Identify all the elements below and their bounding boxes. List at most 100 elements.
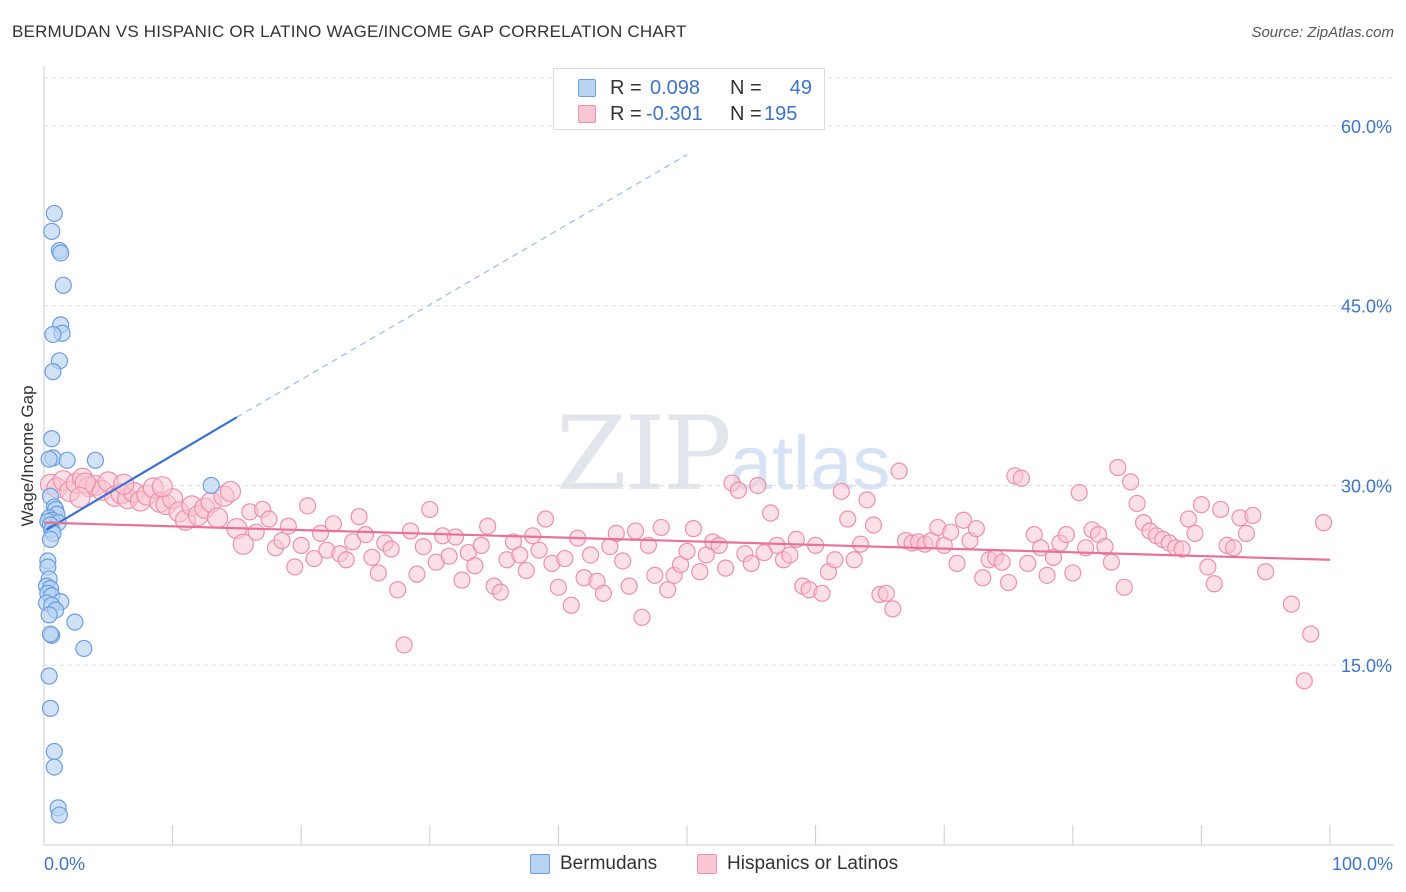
bermudan-point [66, 613, 84, 631]
hispanic-point [1115, 578, 1133, 596]
hispanic-point [207, 507, 229, 529]
hispanic-point [1173, 540, 1191, 558]
hispanic-point [974, 569, 992, 587]
hispanic-point [781, 546, 799, 564]
hispanic-point [1237, 524, 1256, 543]
hispanic-point [350, 508, 368, 526]
source-credit: Source: ZipAtlas.com [1251, 24, 1394, 41]
bermudan-point [50, 806, 69, 824]
hispanic-point [581, 546, 600, 564]
hispanic-point [877, 584, 895, 602]
hispanic-point [382, 540, 400, 558]
hispanic-point [389, 581, 407, 599]
bermudan-point [54, 276, 72, 294]
hispanic-point [942, 523, 960, 541]
bermudan-trend-line [46, 416, 238, 531]
hispanics-legend-swatch [697, 854, 717, 874]
hispanic-point [884, 600, 902, 618]
bermudan-trend-extension [236, 154, 688, 418]
bermudan-point [45, 758, 63, 776]
hispanic-point [344, 533, 362, 551]
bermudan-point [52, 244, 70, 262]
hispanic-point [530, 541, 548, 559]
hispanic-point [639, 536, 658, 554]
hispanic-point [620, 577, 638, 595]
hispanic-point [363, 548, 381, 566]
hispanic-point [716, 559, 735, 577]
hispanic-point [858, 491, 876, 509]
bermudan-point [41, 530, 60, 548]
hispanic-point [219, 480, 242, 503]
bermudan-point [58, 451, 76, 469]
hispanic-point [607, 524, 625, 543]
bermudan-point [75, 639, 93, 658]
hispanic-point [1064, 564, 1082, 582]
bermudan-point [41, 625, 60, 643]
hispanic-point [466, 557, 484, 575]
hispanic-point [356, 526, 375, 544]
hispanic-point [948, 554, 966, 572]
hispanic-point [232, 533, 254, 555]
hispanic-point [305, 549, 323, 568]
hispanic-point [556, 549, 574, 568]
hispanic-point [472, 536, 490, 554]
n-label: N = [730, 76, 762, 99]
hispanic-point [832, 482, 850, 501]
y-tick-label: 30.0% [1341, 476, 1392, 496]
bermudan-point [86, 451, 105, 469]
hispanic-point [1302, 625, 1320, 643]
hispanic-point [710, 536, 728, 554]
hispanic-point [1122, 473, 1140, 491]
hispanic-point [1038, 566, 1056, 584]
hispanic-point [517, 561, 535, 580]
hispanic-trend-line [43, 521, 1331, 561]
hispanics-legend-label: Hispanics or Latinos [727, 853, 899, 874]
hispanic-point [633, 608, 651, 626]
hispanic-point [453, 571, 471, 589]
hispanic-point [562, 596, 580, 614]
y-tick-label: 45.0% [1341, 297, 1392, 317]
bermudans-legend-label: Bermudans [560, 853, 658, 874]
hispanic-point [749, 476, 767, 495]
hispanic-point [414, 537, 432, 556]
bermudan-point [45, 204, 63, 223]
bermudan-point [44, 325, 62, 344]
hispanic-point [864, 516, 883, 534]
hispanic-point [768, 536, 786, 554]
hispanic-point [999, 573, 1018, 592]
bermudan-point [40, 450, 58, 468]
hispanic-point [279, 517, 297, 535]
hispanic-point [1224, 539, 1243, 557]
hispanic-point [1096, 537, 1114, 556]
hispanic-point [742, 554, 760, 572]
hispanic-point [286, 558, 304, 576]
hispanic-point [1295, 672, 1313, 690]
y-tick-label: 15.0% [1341, 656, 1392, 676]
hispanic-point [626, 522, 645, 540]
watermark-zip: ZIP [556, 395, 732, 514]
hispanic-point [839, 510, 857, 528]
hispanic-point [890, 462, 908, 480]
hispanic-point [1282, 595, 1301, 613]
hispanic-point [1057, 526, 1075, 544]
r-value: 0.098 [650, 76, 701, 99]
hispanic-point [993, 553, 1011, 571]
hispanic-point [845, 551, 863, 569]
bermudan-point [40, 606, 58, 624]
legend-item-bermudans: Bermudans [530, 850, 657, 878]
n-value: 195 [764, 102, 798, 125]
hispanic-point [260, 510, 278, 528]
hispanic-point [755, 543, 773, 562]
hispanic-point [1199, 558, 1217, 576]
bermudans-swatch [578, 79, 596, 97]
hispanic-point [826, 551, 844, 569]
bermudans-legend-swatch [530, 854, 550, 874]
hispanic-point [1205, 575, 1223, 593]
hispanic-point [1212, 500, 1230, 519]
r-label: R = [610, 76, 642, 99]
hispanic-point [852, 535, 870, 553]
hispanic-point [659, 581, 677, 599]
hispanic-point [1179, 510, 1198, 528]
hispanic-point [299, 497, 317, 515]
